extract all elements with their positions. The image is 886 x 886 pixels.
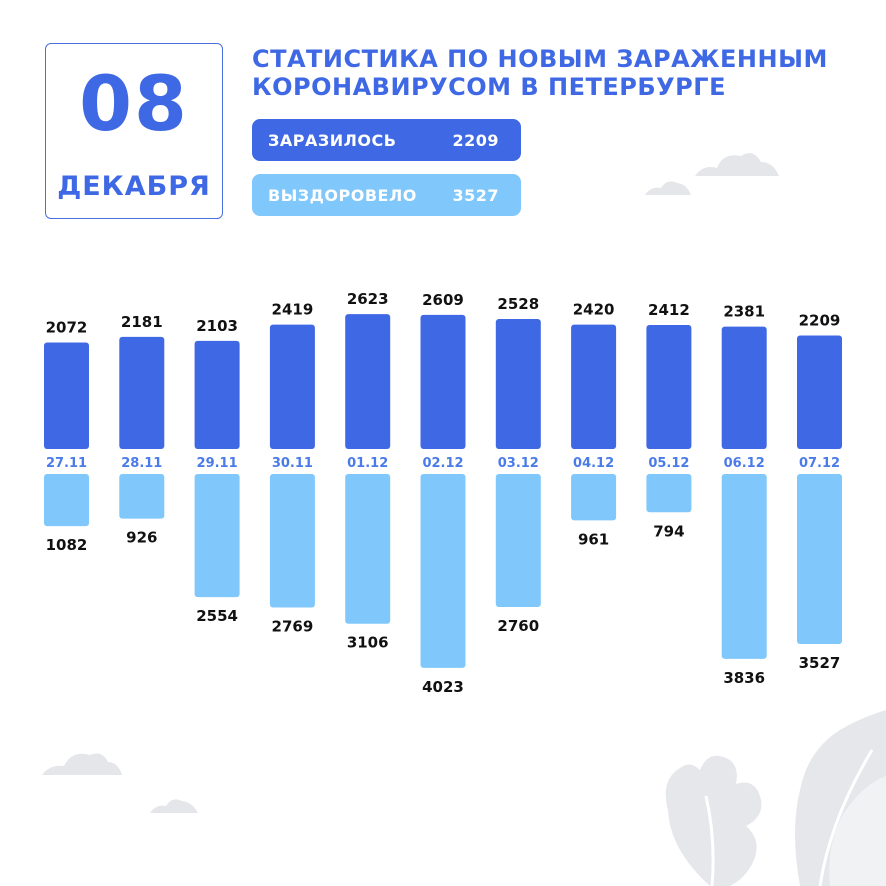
recovered-bar	[345, 474, 391, 624]
infected-bar	[721, 326, 767, 449]
recovered-bar	[495, 474, 541, 608]
date-month: ДЕКАБРЯ	[57, 171, 211, 202]
recovered-value-label: 794	[653, 522, 684, 540]
recovered-value-label: 4023	[422, 678, 464, 696]
infected-bar	[44, 342, 89, 449]
recovered-bar	[194, 474, 240, 598]
date-tick-label: 30.11	[272, 456, 313, 471]
recovered-value-label: 926	[126, 529, 157, 547]
date-tick-label: 28.11	[121, 456, 162, 471]
cloud-icon	[150, 799, 198, 813]
infected-value: 2209	[452, 130, 499, 150]
date-tick-label: 06.12	[724, 456, 765, 471]
recovered-bar	[44, 474, 89, 527]
date-tick-label: 01.12	[347, 456, 388, 471]
infected-bar	[345, 314, 391, 449]
infected-value-label: 2072	[46, 318, 88, 336]
recovered-value-label: 2769	[272, 617, 314, 635]
infected-value-label: 2623	[347, 290, 389, 308]
recovered-bar	[571, 474, 617, 521]
cloud-icon	[42, 753, 122, 775]
recovered-label: ВЫЗДОРОВЕЛО	[268, 185, 417, 205]
recovered-value: 3527	[452, 185, 499, 205]
cloud-icon	[645, 181, 691, 195]
title-line-1: СТАТИСТИКА ПО НОВЫМ ЗАРАЖЕННЫМ	[252, 45, 828, 73]
recovered-bar	[119, 474, 165, 519]
infected-label: ЗАРАЗИЛОСЬ	[268, 130, 397, 150]
recovered-value-label: 2554	[196, 607, 238, 625]
date-day: 08	[79, 59, 189, 148]
recovered-bar	[721, 474, 767, 659]
date-tick-label: 05.12	[648, 456, 689, 471]
infected-bar	[646, 325, 692, 449]
title-line-2: КОРОНАВИРУСОМ В ПЕТЕРБУРГЕ	[252, 73, 726, 101]
infected-value-label: 2181	[121, 313, 163, 331]
infected-summary: ЗАРАЗИЛОСЬ 2209	[252, 119, 521, 161]
infected-bar	[194, 340, 240, 449]
infected-bar	[269, 324, 315, 449]
recovered-value-label: 3527	[799, 654, 841, 672]
date-tick-label: 29.11	[197, 456, 238, 471]
recovered-bar	[646, 474, 692, 513]
infected-value-label: 2419	[272, 301, 314, 319]
infected-value-label: 2381	[723, 303, 765, 321]
recovered-value-label: 3106	[347, 634, 389, 652]
recovered-bar	[797, 474, 842, 645]
recovered-bar	[420, 474, 466, 668]
cloud-icon	[695, 153, 779, 176]
recovered-value-label: 961	[578, 530, 609, 548]
infected-value-label: 2420	[573, 301, 615, 319]
date-box: 08 ДЕКАБРЯ	[45, 43, 223, 219]
date-tick-label: 04.12	[573, 456, 614, 471]
date-tick-label: 03.12	[498, 456, 539, 471]
infected-bar	[420, 314, 466, 449]
infected-bar	[119, 336, 165, 449]
date-tick-label: 07.12	[799, 456, 840, 471]
infected-bar	[495, 319, 541, 449]
recovered-value-label: 1082	[46, 536, 88, 554]
page-title: СТАТИСТИКА ПО НОВЫМ ЗАРАЖЕННЫМ КОРОНАВИР…	[252, 45, 852, 101]
date-tick-label: 27.11	[46, 456, 87, 471]
infected-value-label: 2412	[648, 301, 690, 319]
date-tick-label: 02.12	[422, 456, 463, 471]
recovered-value-label: 2760	[497, 617, 539, 635]
recovered-summary: ВЫЗДОРОВЕЛО 3527	[252, 174, 521, 216]
infected-bar	[797, 335, 842, 449]
recovered-bar	[269, 474, 315, 608]
infected-value-label: 2103	[196, 317, 238, 335]
infected-value-label: 2609	[422, 291, 464, 309]
infected-value-label: 2528	[497, 295, 539, 313]
recovered-value-label: 3836	[723, 669, 765, 687]
leaves-icon	[665, 710, 886, 886]
infected-value-label: 2209	[799, 311, 841, 329]
infected-bar	[571, 324, 617, 449]
